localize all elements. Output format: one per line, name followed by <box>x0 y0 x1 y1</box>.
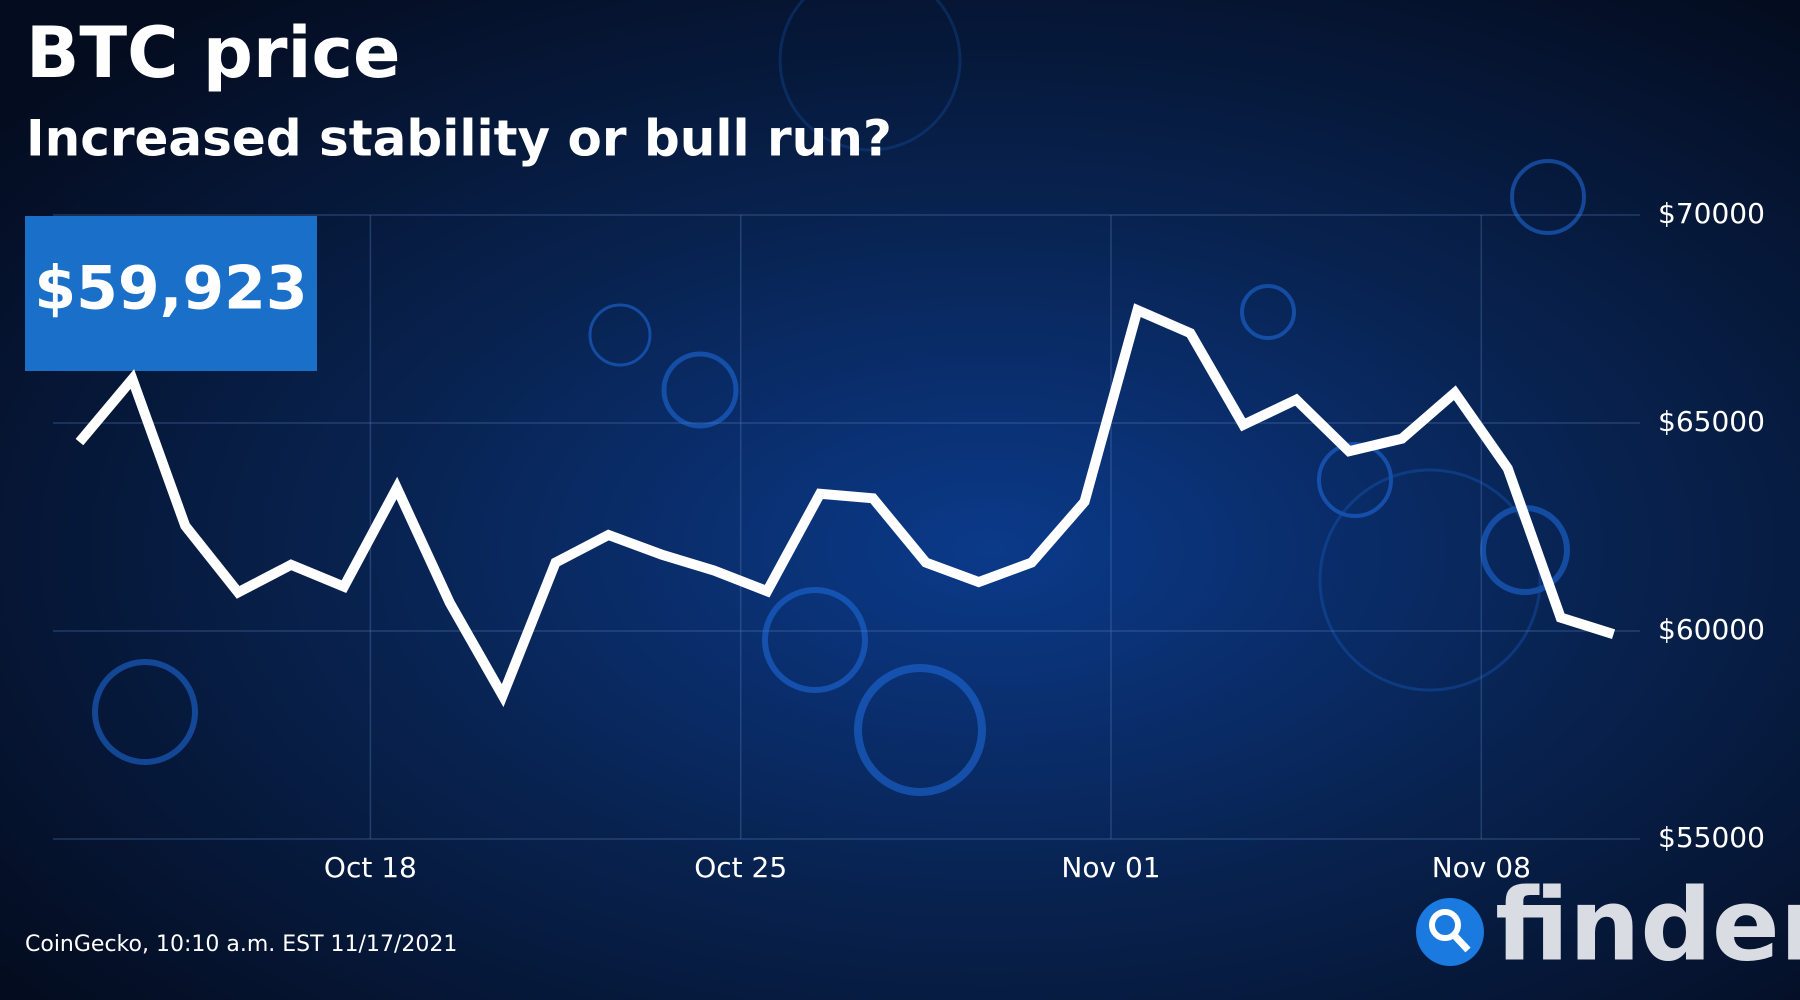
y-tick-label: $65000 <box>1658 405 1765 438</box>
y-tick-label: $60000 <box>1658 613 1765 646</box>
subtitle: Increased stability or bull run? <box>26 110 892 168</box>
logo-icon <box>1451 932 1471 953</box>
x-tick-label: Nov 01 <box>1061 851 1160 884</box>
price-box <box>25 216 317 371</box>
y-tick-label: $55000 <box>1658 821 1765 854</box>
title: BTC price <box>26 12 400 94</box>
logo-icon <box>1416 898 1484 966</box>
logo: finder <box>1495 866 1800 983</box>
source: CoinGecko, 10:10 a.m. EST 11/17/2021 <box>25 932 457 957</box>
x-tick-label: Oct 25 <box>694 851 787 884</box>
logo-icon <box>1429 909 1461 941</box>
x-tick-label: Nov 08 <box>1432 851 1531 884</box>
x-tick-label: Oct 18 <box>324 851 417 884</box>
y-tick-label: $70000 <box>1658 197 1765 230</box>
decor <box>92 0 1586 796</box>
line <box>75 303 1616 708</box>
price-label: $59,923 <box>34 254 307 324</box>
